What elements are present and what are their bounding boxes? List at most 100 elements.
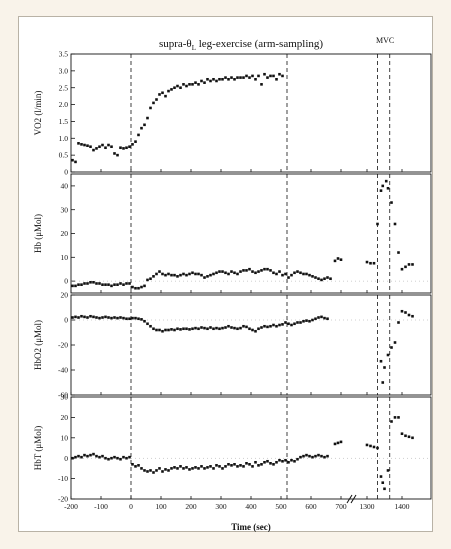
data-point bbox=[149, 277, 152, 281]
data-point bbox=[116, 316, 119, 320]
data-point bbox=[191, 83, 194, 86]
data-point bbox=[299, 321, 302, 324]
data-point bbox=[194, 272, 197, 276]
data-point bbox=[397, 416, 400, 419]
data-point bbox=[191, 271, 194, 275]
figure-frame: supra-θL leg-exercise (arm-sampling) MVC… bbox=[18, 16, 433, 532]
data-point bbox=[372, 445, 376, 449]
data-point bbox=[239, 76, 242, 79]
data-point bbox=[299, 271, 302, 275]
data-point bbox=[77, 454, 80, 458]
data-point bbox=[384, 179, 388, 183]
data-point bbox=[107, 316, 110, 319]
data-point bbox=[134, 140, 137, 143]
data-point bbox=[393, 222, 397, 226]
data-point bbox=[80, 314, 83, 318]
data-point bbox=[376, 222, 379, 226]
data-point bbox=[212, 77, 215, 81]
data-point bbox=[281, 459, 284, 463]
chart-title: supra-θL leg-exercise (arm-sampling) bbox=[159, 38, 323, 52]
data-point bbox=[77, 283, 80, 286]
data-point bbox=[119, 146, 122, 150]
x-tick-label: 700 bbox=[335, 502, 347, 511]
data-point bbox=[113, 283, 116, 286]
data-point bbox=[379, 189, 383, 192]
data-point bbox=[116, 456, 119, 460]
data-point bbox=[182, 272, 185, 276]
data-point bbox=[404, 311, 407, 314]
data-point bbox=[125, 146, 128, 150]
data-point bbox=[89, 314, 92, 318]
data-point bbox=[242, 324, 245, 328]
data-point bbox=[407, 313, 411, 317]
data-point bbox=[386, 186, 390, 190]
data-point bbox=[110, 456, 113, 460]
data-point bbox=[128, 145, 131, 149]
data-point bbox=[317, 277, 320, 281]
data-point bbox=[236, 272, 239, 276]
y-tick-label: 10 bbox=[61, 433, 69, 442]
data-point bbox=[197, 327, 200, 331]
data-point bbox=[113, 455, 116, 459]
data-point bbox=[257, 464, 260, 467]
data-point bbox=[128, 317, 131, 321]
data-point bbox=[326, 454, 329, 458]
data-point bbox=[95, 282, 98, 285]
data-point bbox=[149, 469, 152, 472]
y-tick-label: 40 bbox=[61, 182, 69, 191]
data-point bbox=[336, 257, 340, 260]
data-point bbox=[161, 329, 164, 333]
y-tick-label: 2.0 bbox=[59, 100, 69, 109]
data-point bbox=[251, 328, 254, 332]
x-tick-label: -200 bbox=[64, 502, 78, 511]
data-point bbox=[131, 316, 134, 320]
data-point bbox=[305, 453, 308, 457]
data-point bbox=[83, 282, 86, 285]
data-point bbox=[149, 324, 152, 328]
data-point bbox=[77, 316, 80, 319]
data-point bbox=[134, 286, 137, 290]
data-point bbox=[245, 325, 248, 329]
data-point bbox=[376, 446, 379, 450]
data-point bbox=[314, 317, 317, 321]
x-tick-label: 200 bbox=[185, 502, 197, 511]
data-point bbox=[266, 76, 269, 79]
data-point bbox=[281, 273, 284, 277]
data-point bbox=[251, 74, 254, 78]
data-point bbox=[281, 323, 284, 326]
data-point bbox=[161, 91, 164, 95]
data-point bbox=[239, 464, 242, 467]
data-point bbox=[308, 273, 311, 277]
data-point bbox=[74, 284, 77, 288]
data-point bbox=[393, 416, 397, 419]
data-point bbox=[107, 143, 110, 147]
data-point bbox=[227, 272, 230, 276]
y-axis-title: HbT (μMol) bbox=[33, 426, 43, 470]
data-point bbox=[146, 116, 149, 120]
data-point bbox=[128, 282, 131, 285]
data-point bbox=[188, 328, 191, 331]
data-point bbox=[155, 469, 158, 472]
data-point bbox=[251, 465, 254, 468]
data-point bbox=[194, 81, 197, 84]
data-point bbox=[218, 270, 221, 273]
data-point bbox=[212, 467, 215, 470]
data-point bbox=[254, 271, 257, 275]
data-point bbox=[278, 458, 281, 462]
data-point bbox=[95, 147, 98, 150]
mvc-annotation: MVC bbox=[376, 36, 394, 45]
data-point bbox=[336, 441, 340, 445]
data-point bbox=[125, 317, 128, 321]
data-point bbox=[140, 318, 143, 321]
data-point bbox=[400, 432, 404, 436]
data-point bbox=[161, 272, 164, 276]
data-point bbox=[224, 271, 227, 275]
data-point bbox=[197, 467, 200, 470]
data-point bbox=[104, 315, 107, 319]
data-point bbox=[263, 460, 266, 464]
data-point bbox=[236, 327, 239, 331]
data-point bbox=[206, 77, 209, 81]
data-point bbox=[269, 74, 272, 78]
x-tick-label: 1300 bbox=[360, 502, 375, 511]
data-point bbox=[80, 455, 83, 459]
